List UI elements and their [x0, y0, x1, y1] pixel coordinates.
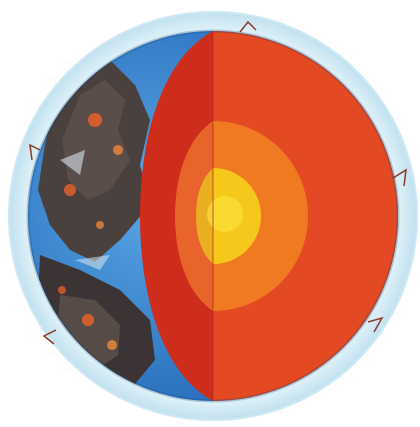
lava-spot — [107, 340, 117, 350]
inner-core-shadow — [196, 168, 213, 264]
volcano-bottom-right — [367, 316, 384, 333]
surface-volcanoes — [29, 20, 407, 345]
volcano-top — [239, 20, 257, 33]
volcano-right — [392, 168, 407, 187]
atmosphere-outline — [8, 11, 418, 421]
cloud-streak — [75, 255, 110, 270]
cloud-streak — [60, 150, 85, 175]
lava-spot — [64, 184, 76, 196]
lava-spot — [58, 286, 66, 294]
volcano-left — [29, 143, 41, 161]
inner-core-highlight — [207, 196, 243, 232]
globe-edge — [26, 29, 400, 403]
volcano-bottom-left — [42, 329, 57, 345]
cutaway-section — [140, 31, 398, 401]
lava-spot — [82, 314, 94, 326]
lava-spot — [96, 221, 104, 229]
lava-spot — [88, 113, 102, 127]
lava-spot — [113, 145, 123, 155]
outer-core-shadow — [175, 121, 213, 311]
